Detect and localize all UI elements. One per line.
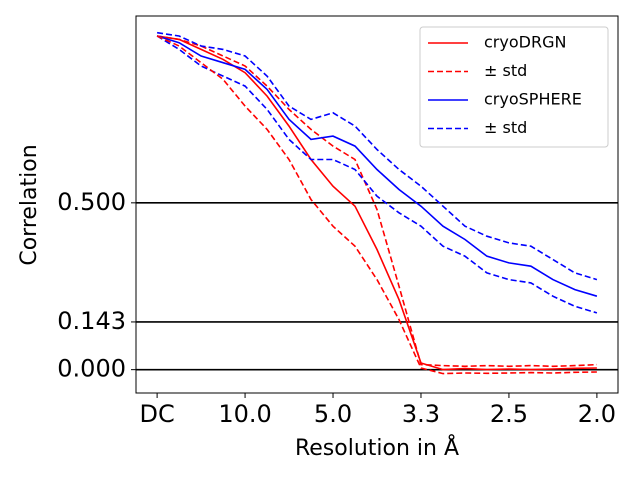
series-line: [156, 35, 598, 297]
legend-label: ± std: [484, 61, 527, 80]
y-tick-label: 0.143: [57, 307, 126, 335]
series-line: [156, 35, 597, 375]
series-line: [156, 35, 597, 371]
x-tick-label: DC: [139, 400, 174, 428]
x-tick-label: 3.3: [402, 400, 440, 428]
legend-label: cryoDRGN: [484, 33, 566, 52]
x-tick-label: 5.0: [314, 400, 352, 428]
y-axis-label: Correlation: [17, 144, 42, 265]
series-line: [156, 35, 597, 368]
plot-frame: [135, 15, 619, 394]
x-tick-label: 2.0: [578, 400, 616, 428]
series-line: [156, 31, 598, 281]
x-tick-label: 10.0: [218, 400, 271, 428]
x-tick-label: 2.5: [490, 400, 528, 428]
x-axis-label: Resolution in Å: [295, 434, 459, 461]
y-tick-label: 0.500: [57, 188, 126, 216]
legend-box: [419, 26, 609, 148]
y-tick-label: 0.000: [57, 355, 126, 383]
series-line: [156, 35, 598, 314]
legend-label: cryoSPHERE: [484, 90, 582, 109]
legend-label: ± std: [484, 118, 527, 137]
